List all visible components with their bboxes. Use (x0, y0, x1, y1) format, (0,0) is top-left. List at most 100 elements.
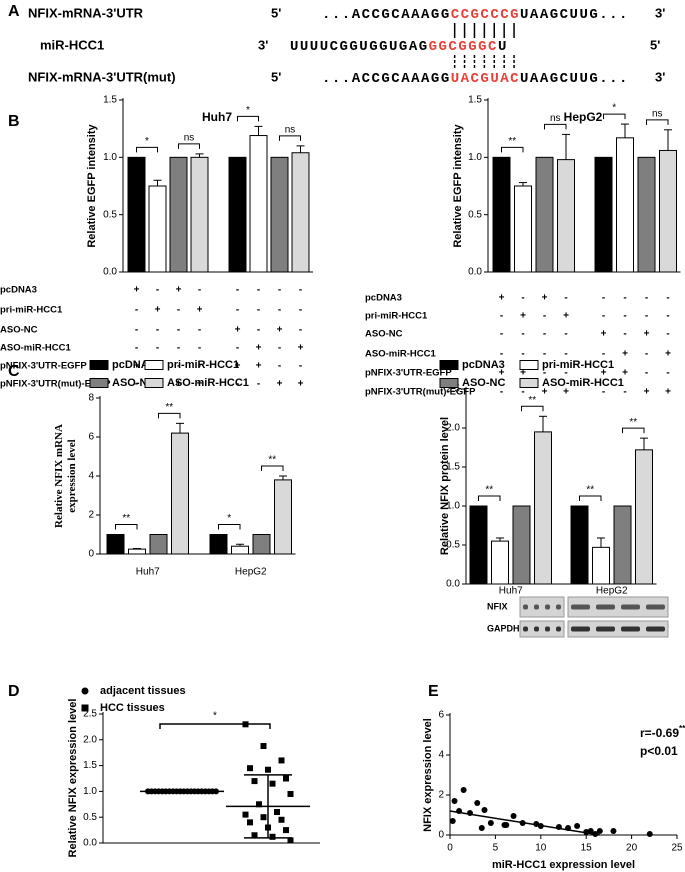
blot-band (523, 626, 528, 632)
legend-swatch (144, 360, 164, 370)
y-label: Relative NFIX mRNA expression level (53, 424, 78, 528)
legend-marker (81, 704, 89, 712)
treatment-mark: - (564, 293, 567, 304)
y-tick-label: 1.0 (468, 152, 482, 163)
blot-band (556, 626, 561, 632)
significance-label: * (213, 711, 217, 722)
treatment-mark: - (543, 311, 546, 322)
blot-band (596, 626, 615, 632)
sequence: UUUUCGGUGGUGAGGGCGGGCU (290, 39, 508, 55)
treatment-label: pNFIX-3'UTR-EGFP (365, 368, 452, 379)
treatment-mark: - (543, 349, 546, 360)
error-bar (133, 548, 141, 550)
treatment-mark: - (156, 285, 159, 296)
significance-bracket (622, 427, 645, 434)
panel-label: C (8, 363, 20, 380)
significance-bracket (603, 113, 626, 120)
point (251, 778, 258, 785)
legend-label: ASO-miR-HCC1 (167, 377, 249, 389)
error-bar (621, 123, 629, 138)
sequence-name: NFIX-mRNA-3'UTR (28, 5, 144, 20)
error-bar (153, 179, 162, 186)
treatment-label: pNFIX-3'UTR-EGFP (0, 361, 87, 372)
treatment-mark: + (644, 329, 650, 340)
legend-swatch (439, 378, 459, 388)
blot-band (646, 604, 665, 610)
treatment-mark: + (601, 368, 607, 379)
point (260, 814, 267, 821)
significance-label: ** (528, 395, 536, 406)
x-tick-label: Huh7 (499, 586, 523, 597)
significance-label: * (227, 513, 231, 524)
treatment-mark: - (198, 285, 201, 296)
treatment-mark: + (563, 311, 569, 322)
treatment-mark: + (520, 368, 526, 379)
treatment-mark: - (623, 293, 626, 304)
significance-bracket (646, 119, 669, 125)
x-tick-label: 0 (447, 843, 453, 854)
annotation-sup: ** (679, 724, 685, 733)
error-bar (519, 182, 527, 186)
blot-image (519, 596, 565, 618)
bar (270, 156, 289, 273)
treatment-mark: - (299, 325, 302, 336)
bar (149, 534, 168, 555)
sequence-end-label: 3' (258, 37, 268, 52)
blot-label: NFIX (487, 601, 508, 611)
y-tick-label: 0 (88, 549, 94, 560)
y-tick-label: 4 (438, 750, 444, 761)
annotation: p<0.01 (640, 744, 678, 758)
blot-band (534, 604, 539, 610)
error-bar (296, 145, 305, 153)
bar (231, 545, 249, 555)
y-tick-label: 8 (88, 393, 94, 404)
significance-label: ** (268, 455, 276, 466)
treatment-mark: - (645, 293, 648, 304)
treatment-mark: - (602, 311, 605, 322)
sequence-end-label: 5' (271, 69, 281, 84)
bar (616, 137, 634, 273)
treatment-mark: - (177, 305, 180, 316)
sequence-segment: CCGCCCG (451, 7, 520, 23)
point (574, 823, 581, 829)
significance-label: * (612, 103, 616, 114)
sd-bar (244, 774, 292, 839)
y-label-line: Relative NFIX mRNA (53, 424, 65, 528)
treatment-mark: - (500, 349, 503, 360)
treatment-mark: - (645, 368, 648, 379)
treatment-mark: + (499, 368, 505, 379)
treatment-mark: - (278, 361, 281, 372)
treatment-mark: - (177, 325, 180, 336)
treatment-mark: + (134, 285, 140, 296)
blot-image (567, 596, 669, 618)
treatment-mark: + (563, 387, 569, 398)
treatment-mark: - (278, 285, 281, 296)
x-tick-label: HepG2 (596, 586, 628, 597)
bar (469, 505, 488, 585)
treatment-label: pcDNA3 (365, 293, 402, 304)
treatment-mark: + (298, 379, 304, 390)
treatment-mark: - (602, 387, 605, 398)
error-bar (539, 415, 547, 432)
y-label: Relative EGFP intensity (86, 123, 98, 247)
treatment-mark: - (645, 349, 648, 360)
panel-label: A (8, 3, 20, 20)
y-tick-label: 2.0 (446, 423, 460, 434)
treatment-mark: + (197, 379, 203, 390)
point (646, 831, 653, 837)
treatment-mark: - (198, 325, 201, 336)
sequence-end-label: 5' (271, 5, 281, 20)
bar (491, 540, 509, 585)
treatment-mark: - (198, 361, 201, 372)
significance-bracket (544, 123, 567, 130)
treatment-label: ASO-NC (0, 325, 38, 336)
sequence-segment: ...ACCGCAAAGG (322, 7, 451, 23)
significance-bracket (237, 115, 259, 122)
y-label-line: Relative NFIX expression level (67, 699, 79, 858)
y-label: NFIX expression level (422, 718, 434, 832)
treatment-mark: - (666, 293, 669, 304)
bar (171, 432, 189, 555)
point (247, 765, 253, 772)
blot-band (534, 626, 539, 632)
treatment-mark: - (500, 387, 503, 398)
